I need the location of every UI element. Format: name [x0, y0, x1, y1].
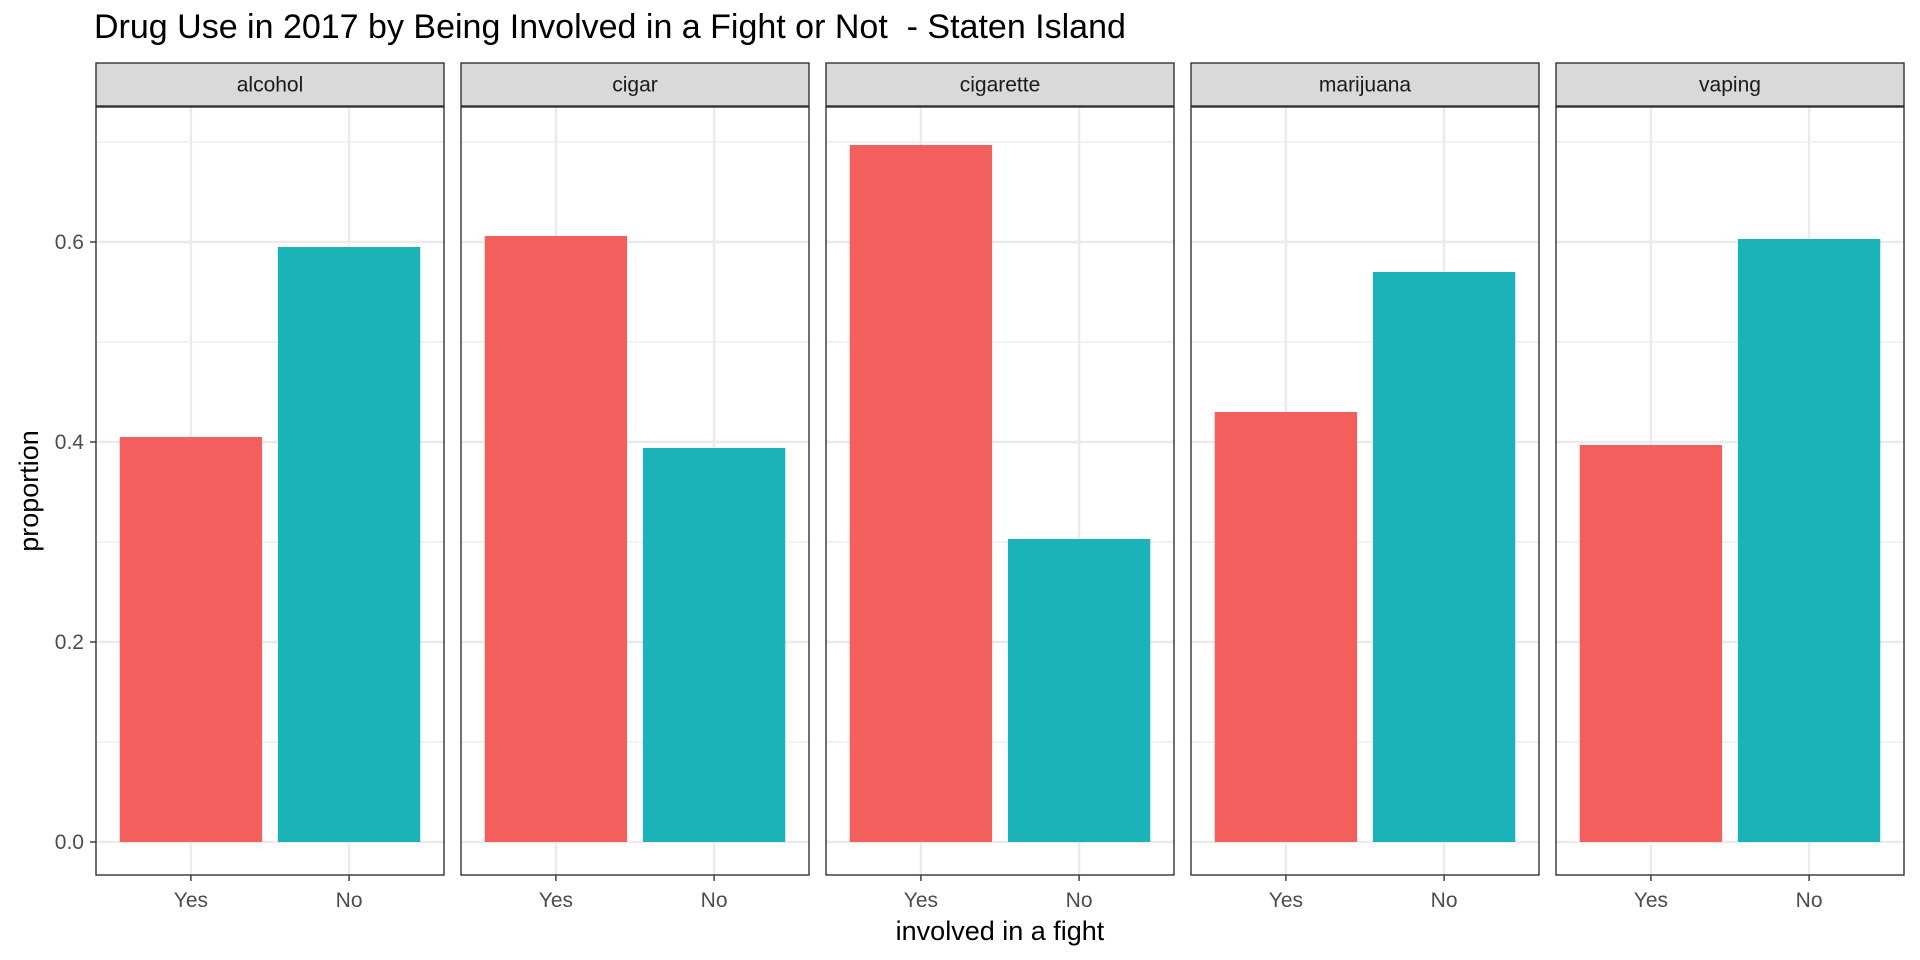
facet-strip	[1190, 62, 1540, 107]
bar-cigarette-yes	[849, 145, 993, 842]
bar-marijuana-no	[1372, 272, 1516, 842]
y-axis-title: proportion	[14, 430, 44, 552]
x-tick-label: No	[336, 889, 363, 912]
panel-border	[460, 106, 810, 876]
x-tick-label: No	[1066, 889, 1093, 912]
chart-title: Drug Use in 2017 by Being Involved in a …	[94, 8, 1126, 46]
x-tick-label: Yes	[174, 889, 208, 912]
facet-strip	[460, 62, 810, 107]
facet-label-alcohol: alcohol	[237, 74, 304, 97]
panel-border	[825, 106, 1175, 876]
panel-border	[1190, 106, 1540, 876]
x-tick-label: Yes	[904, 889, 938, 912]
bar-cigarette-no	[1007, 539, 1151, 842]
x-tick-label: No	[1796, 889, 1823, 912]
bar-alcohol-yes	[119, 437, 263, 842]
facet-strip	[825, 62, 1175, 107]
bar-vaping-yes	[1579, 445, 1723, 842]
y-tick-label: 0.2	[55, 631, 84, 654]
y-tick-label: 0.0	[55, 831, 84, 854]
x-tick-label: No	[701, 889, 728, 912]
bar-vaping-no	[1737, 239, 1881, 842]
x-tick-label: Yes	[1269, 889, 1303, 912]
facet-label-marijuana: marijuana	[1319, 74, 1412, 97]
panel-border	[95, 106, 445, 876]
y-tick-label: 0.6	[55, 231, 84, 254]
bar-alcohol-no	[277, 247, 421, 842]
facet-strip	[95, 62, 445, 107]
x-tick-label: Yes	[1634, 889, 1668, 912]
panel-border	[1555, 106, 1905, 876]
facet-strip	[1555, 62, 1905, 107]
bar-cigar-yes	[484, 236, 628, 842]
facet-label-cigar: cigar	[612, 74, 658, 97]
x-axis-title: involved in a fight	[896, 916, 1105, 946]
x-tick-label: No	[1431, 889, 1458, 912]
bar-marijuana-yes	[1214, 412, 1358, 842]
x-tick-label: Yes	[539, 889, 573, 912]
y-tick-label: 0.4	[55, 431, 85, 454]
bar-cigar-no	[642, 448, 786, 842]
facet-label-cigarette: cigarette	[960, 74, 1041, 97]
facet-label-vaping: vaping	[1699, 74, 1761, 97]
